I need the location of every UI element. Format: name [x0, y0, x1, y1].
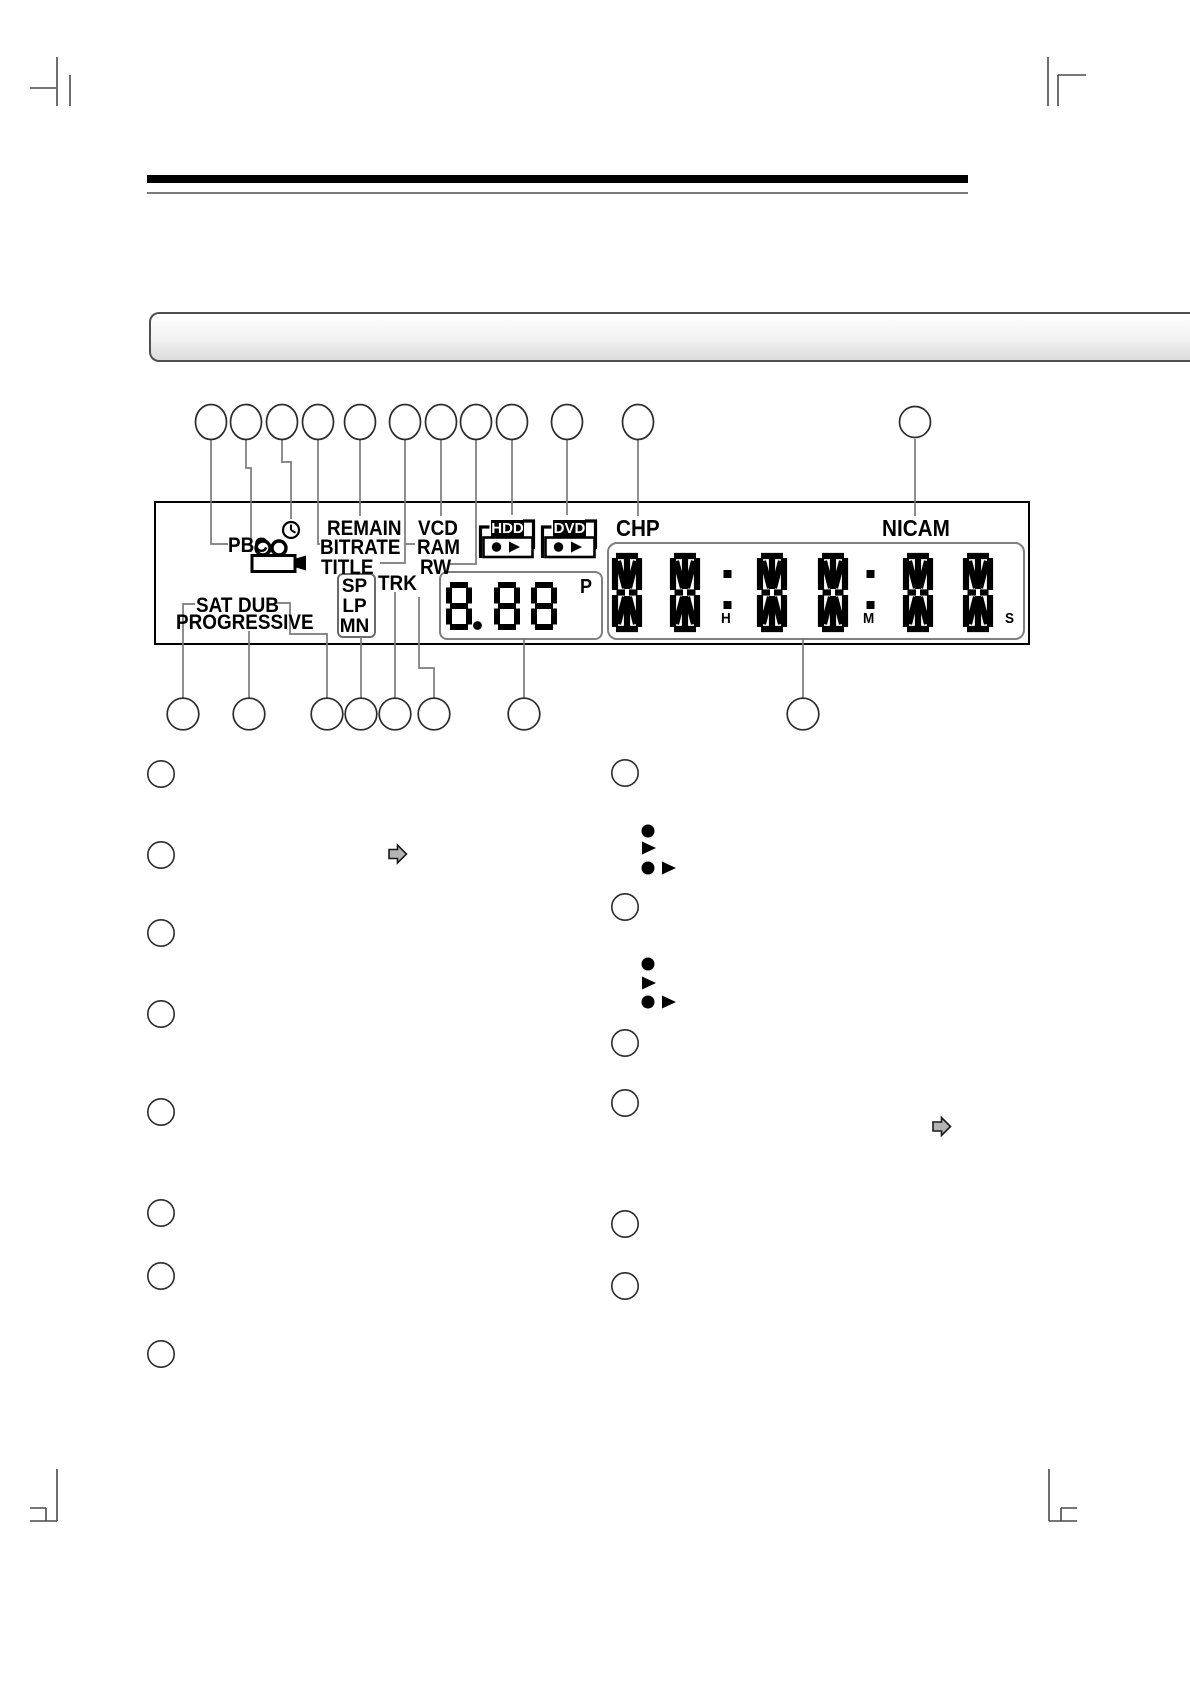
play-triangle-icon	[662, 861, 676, 875]
rw-label: RW	[420, 556, 452, 579]
callout-circle	[344, 697, 378, 731]
nicam-label: NICAM	[882, 515, 950, 541]
vcd-label: VCD	[418, 517, 458, 540]
list-item-circle	[147, 1262, 176, 1291]
dvd-indicator-label: DVD	[553, 520, 586, 537]
lp-mode-label: LP	[342, 596, 367, 617]
callout-circle	[232, 697, 266, 731]
pbc-label: PBC	[228, 534, 268, 557]
callout-circle	[459, 403, 493, 441]
ram-label: RAM	[417, 536, 461, 559]
crop-mark-bottom-right	[1048, 1469, 1077, 1522]
play-triangle-icon	[509, 541, 520, 553]
callout-circle	[378, 697, 412, 731]
list-item-circle	[147, 999, 176, 1028]
list-item-circle	[147, 1098, 176, 1127]
callout-circle	[786, 697, 820, 731]
callout-circle	[388, 403, 422, 441]
sp-mode-label: SP	[341, 576, 368, 597]
bitrate-label: BITRATE	[320, 536, 401, 559]
callout-circle	[495, 403, 529, 441]
callout-circle	[507, 697, 541, 731]
decimal-dot	[473, 621, 482, 630]
page-title-rule-thin	[147, 192, 968, 194]
sat-label: SAT	[196, 594, 233, 617]
callout-circle	[194, 403, 228, 441]
list-item-circle	[610, 892, 639, 921]
left-list-circles	[147, 759, 176, 1369]
list-item-circle	[610, 1210, 639, 1239]
dub-label: DUB	[238, 594, 279, 617]
play-triangle-icon	[642, 841, 656, 855]
play-triangle-icon	[662, 995, 676, 1009]
play-triangle-icon	[571, 541, 582, 553]
progressive-label: PROGRESSIVE	[176, 611, 314, 634]
bullet-stack-2	[641, 957, 676, 1009]
time-separator-dots	[723, 570, 875, 609]
callout-circle	[424, 403, 458, 441]
list-item-circle	[147, 1199, 176, 1228]
callout-circle	[310, 697, 344, 731]
title-label: TITLE	[321, 556, 374, 579]
minute-unit-label: M	[863, 610, 875, 627]
list-item-circle	[147, 840, 176, 869]
video-camera-icon	[250, 539, 306, 573]
crop-mark-bottom-left	[30, 1469, 58, 1522]
list-item-circle	[610, 1029, 639, 1058]
record-dot-icon	[641, 957, 655, 971]
crop-mark-top-left	[30, 57, 71, 106]
clock-icon	[281, 520, 301, 540]
hdd-indicator	[478, 519, 536, 559]
remain-label: REMAIN	[327, 517, 402, 540]
record-dot-icon	[553, 542, 564, 552]
callout-circle	[898, 405, 932, 439]
right-list-circles	[610, 758, 639, 1301]
bullet-stack-1	[641, 824, 676, 875]
callout-circle	[301, 403, 335, 441]
callout-circle	[166, 697, 200, 731]
record-dot-icon	[641, 995, 655, 1009]
list-item-circle	[610, 1089, 639, 1118]
callout-circle	[265, 403, 299, 441]
list-item-circle	[610, 758, 639, 787]
top-callout-circles	[194, 403, 932, 441]
play-triangle-icon	[642, 976, 656, 990]
bottom-callout-circles	[166, 697, 820, 731]
callout-circle	[343, 403, 377, 441]
list-item-circle	[147, 759, 176, 788]
dvd-indicator	[540, 519, 598, 559]
segment-digits	[446, 552, 994, 633]
list-item-circle	[610, 1272, 639, 1301]
record-dot-icon	[641, 861, 655, 875]
hour-unit-label: H	[721, 610, 731, 627]
section-header-bar	[149, 312, 1190, 362]
program-unit-label: P	[580, 576, 593, 598]
callout-circle	[621, 403, 655, 441]
record-dot-icon	[491, 542, 502, 552]
callout-circle	[229, 403, 263, 441]
callout-circle	[550, 403, 584, 441]
trk-label: TRK	[378, 572, 417, 595]
block-arrow-right-icon	[388, 843, 408, 865]
second-unit-label: S	[1005, 610, 1015, 627]
page-title-rule	[147, 175, 968, 183]
list-item-circle	[147, 918, 176, 947]
hdd-indicator-label: HDD	[491, 520, 524, 537]
block-arrow-right-icon	[932, 1115, 952, 1138]
crop-mark-top-right	[1047, 57, 1086, 106]
mn-mode-label: MN	[339, 616, 370, 637]
rec-mode-box	[337, 573, 376, 638]
callout-circle	[417, 697, 451, 731]
list-item-circle	[147, 1340, 176, 1369]
chp-label: CHP	[616, 515, 660, 541]
record-dot-icon	[641, 824, 655, 838]
callout-leader-lines	[182, 439, 916, 698]
